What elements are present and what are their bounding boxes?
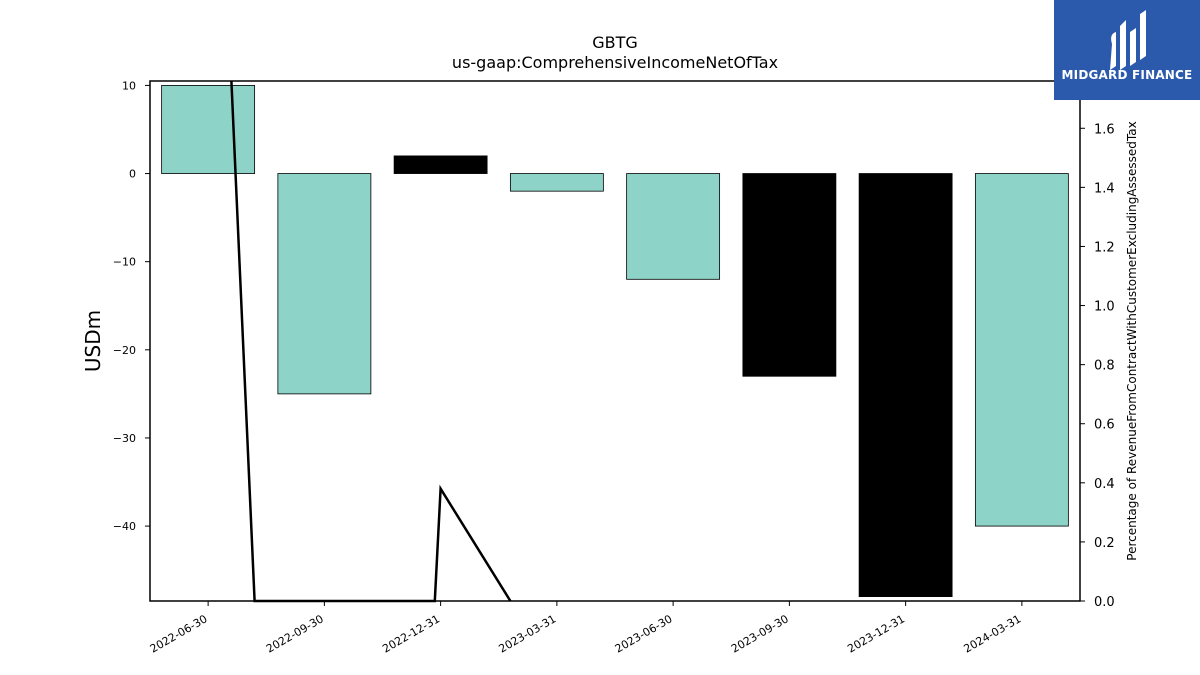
x-tick-label: 2023-12-31 [845,612,907,655]
x-tick-label: 2022-06-30 [148,612,210,655]
y2-tick-label: 1.2 [1094,240,1115,255]
y2-tick-label: 0.0 [1094,595,1115,610]
x-tick-label: 2023-09-30 [729,612,791,655]
bars-group [161,85,1069,597]
y2-tick-label: 0.4 [1094,477,1115,492]
y-tick-label: −20 [113,344,136,357]
y2-axis-label: Percentage of RevenueFromContractWithCus… [1125,121,1139,560]
y2-tick-label: 0.8 [1094,359,1115,374]
bar-2022-09-30 [277,173,372,395]
midgard-finance-logo: MIDGARD FINANCE [1054,0,1200,100]
x-tick-label: 2022-09-30 [264,612,326,655]
axes-group: 10 0 −10 −20 −30 −40 0.0 0.2 0.4 0.6 0.8 1.0 1.2 1.4 1… [113,79,1115,655]
bar-2022-06-30 [161,85,256,174]
y2-tick-label: 1.0 [1094,300,1115,315]
chart-subtitle: us-gaap:ComprehensiveIncomeNetOfTax [452,53,778,72]
y-tick-label: −10 [113,256,136,269]
x-tick-label: 2024-03-31 [962,612,1024,655]
chart-title: GBTG [592,33,638,52]
x-tick-label: 2023-03-31 [497,612,559,655]
bar-2023-03-31 [509,173,604,192]
y-tick-label: 0 [129,168,136,181]
x-tick-label: 2023-06-30 [613,612,675,655]
y-tick-label: −30 [113,432,136,445]
y2-tick-label: 1.6 [1094,122,1115,137]
y2-tick-label: 0.2 [1094,536,1115,551]
y-axis-label: USDm [81,310,105,372]
bar-2023-06-30 [626,173,721,280]
x-tick-label: 2022-12-31 [380,612,442,655]
plot-frame [149,80,1081,602]
y-tick-label: −40 [113,520,136,533]
y2-tick-label: 1.4 [1094,181,1115,196]
y-tick-label: 10 [122,79,136,92]
bar-2023-09-30 [742,173,837,377]
bar-2022-12-31 [393,155,488,174]
bar-2024-03-31 [974,173,1069,527]
y2-tick-label: 0.6 [1094,418,1115,433]
logo-mark-icon [1110,10,1146,70]
logo-text: MIDGARD FINANCE [1061,68,1193,82]
bar-2023-12-31 [858,173,953,597]
